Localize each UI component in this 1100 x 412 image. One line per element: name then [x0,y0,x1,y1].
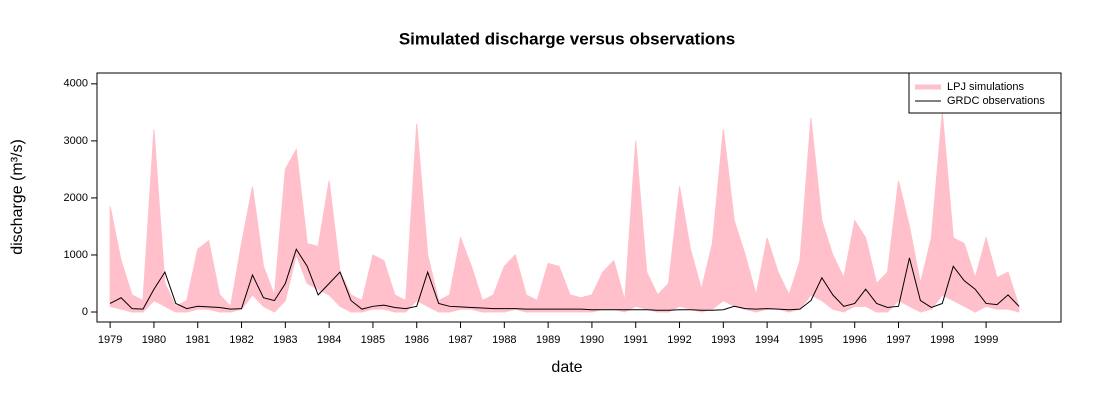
simulation-band [109,112,1020,313]
x-tick-label: 1995 [799,334,823,346]
y-axis-title: discharge (m³/s) [9,139,26,255]
x-tick-label: 1990 [580,334,604,346]
x-tick-label: 1983 [273,334,297,346]
y-tick-label: 4000 [64,78,88,90]
x-tick-label: 1980 [142,334,166,346]
observation-line [109,248,1020,311]
x-tick-label: 1981 [185,334,209,346]
x-tick-label: 1988 [492,334,516,346]
x-tick-label: 1992 [667,334,691,346]
x-tick-label: 1986 [404,334,428,346]
x-tick-label: 1999 [974,334,998,346]
legend-label: LPJ simulations [947,81,1025,93]
y-tick-label: 3000 [64,135,88,147]
x-tick-label: 1984 [317,334,341,346]
legend-label: GRDC observations [947,95,1045,107]
x-tick-label: 1979 [98,334,122,346]
x-tick-label: 1994 [755,334,779,346]
y-tick-label: 1000 [64,249,88,261]
x-tick-label: 1982 [229,334,253,346]
x-tick-label: 1993 [711,334,735,346]
x-tick-label: 1996 [842,334,866,346]
x-tick-label: 1998 [930,334,954,346]
x-tick-label: 1997 [886,334,910,346]
x-tick-label: 1991 [623,334,647,346]
y-tick-label: 0 [82,306,88,318]
y-tick-label: 2000 [64,192,88,204]
x-tick-label: 1985 [361,334,385,346]
x-tick-label: 1987 [448,334,472,346]
x-axis-title: date [551,359,582,376]
chart-title: Simulated discharge versus observations [399,29,735,48]
x-tick-label: 1989 [536,334,560,346]
legend-box [908,72,1062,114]
